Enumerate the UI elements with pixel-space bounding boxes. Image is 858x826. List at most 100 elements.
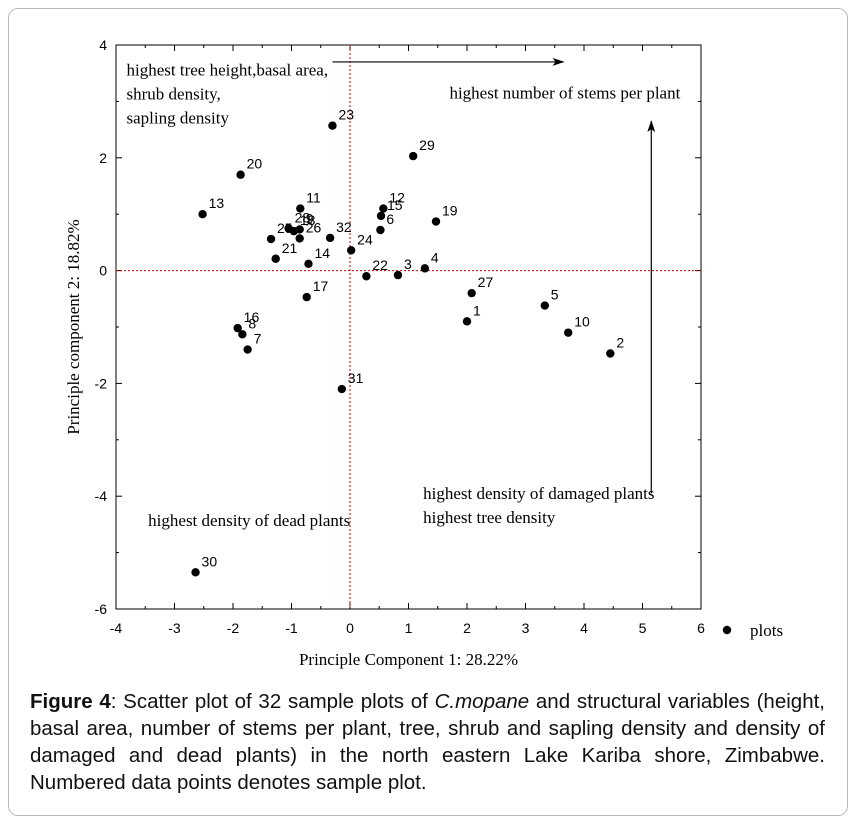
annotation-text: highest tree density <box>423 508 556 527</box>
point-label: 27 <box>478 274 494 290</box>
y-axis-label: Principle component 2: 18.82% <box>64 219 83 434</box>
point-label: 16 <box>244 309 260 325</box>
data-point <box>266 234 276 244</box>
point-label: 1 <box>473 302 481 318</box>
x-tick-label: 0 <box>346 620 354 636</box>
point-label: 5 <box>551 287 559 303</box>
data-point <box>431 217 441 226</box>
annotation-text: sapling density <box>127 108 230 127</box>
y-tick-label: 4 <box>99 37 107 53</box>
point-label: 17 <box>313 278 329 294</box>
annotations: highest tree height,basal area, shrub den… <box>127 57 681 530</box>
data-point <box>243 345 252 354</box>
annotation-text: highest density of dead plants <box>148 511 350 530</box>
data-point <box>376 211 386 221</box>
point-label: 23 <box>338 107 354 123</box>
x-tick-label: 1 <box>405 620 413 636</box>
point-label: 2 <box>616 335 624 351</box>
data-point <box>420 264 430 273</box>
y-tick-label: -2 <box>95 375 108 391</box>
data-point <box>198 210 207 219</box>
data-point <box>325 233 335 243</box>
point-label: 11 <box>306 190 321 206</box>
x-tick-label: 5 <box>639 620 647 636</box>
point-label: 26 <box>306 219 322 235</box>
data-point <box>462 317 472 326</box>
x-tick-label: 3 <box>522 620 530 636</box>
point-label: 9 <box>306 210 314 226</box>
point-label: 28 <box>295 209 311 225</box>
figure-frame <box>8 8 848 816</box>
y-tick-label: -6 <box>95 601 108 617</box>
data-point <box>238 330 247 339</box>
data-point <box>284 224 293 233</box>
figure-caption: Figure 4: Scatter plot of 32 sample plot… <box>30 688 825 796</box>
data-point <box>271 254 280 263</box>
point-label: 32 <box>336 219 352 235</box>
x-tick-label: 6 <box>697 620 705 636</box>
x-tick-label: -1 <box>285 620 298 636</box>
point-label: 3 <box>404 256 412 272</box>
annotation-text: highest density of damaged plants <box>423 484 654 503</box>
x-tick-label: 4 <box>580 620 588 636</box>
point-label: 4 <box>431 249 439 265</box>
point-label: 8 <box>248 315 256 331</box>
data-point <box>328 121 337 130</box>
x-tick-label: -4 <box>110 620 123 636</box>
legend: plots <box>722 621 783 640</box>
point-label: 31 <box>348 370 364 386</box>
data-point <box>295 234 304 243</box>
point-label: 19 <box>442 203 458 219</box>
data-point <box>337 384 347 394</box>
y-tick-label: 0 <box>99 263 107 279</box>
y-tick-label: 2 <box>99 150 107 166</box>
annotation-text: highest tree height,basal area, <box>127 60 329 79</box>
data-point <box>191 568 200 577</box>
data-point <box>236 170 245 179</box>
point-label: 20 <box>247 156 263 172</box>
y-tick-label: -4 <box>95 488 108 504</box>
point-label: 21 <box>282 240 298 256</box>
data-point <box>346 246 356 255</box>
data-point <box>302 292 311 302</box>
annotation-text: highest number of stems per plant <box>449 84 680 103</box>
x-axis-label: Principle Component 1: 28.22% <box>299 650 518 669</box>
data-point <box>362 272 371 281</box>
annotation-text: shrub density, <box>127 84 221 103</box>
data-point <box>296 204 305 213</box>
point-label: 24 <box>357 231 373 247</box>
point-label: 14 <box>314 245 330 261</box>
figure-label: Figure 4 <box>30 690 111 713</box>
data-point <box>408 151 418 161</box>
data-point <box>393 270 403 280</box>
reference-lines <box>116 45 701 609</box>
point-label: 15 <box>387 197 403 213</box>
x-tick-label: -2 <box>227 620 240 636</box>
data-point <box>540 301 550 310</box>
caption-text-after: and structural variables (height, basal … <box>30 690 825 794</box>
data-point <box>379 204 388 213</box>
data-point <box>304 259 313 269</box>
legend-label: plots <box>750 621 783 640</box>
point-label: 29 <box>419 137 435 153</box>
x-tick-label: 2 <box>463 620 471 636</box>
point-label: 6 <box>386 211 394 227</box>
caption-text-before: : Scatter plot of 32 sample plots of <box>110 690 435 713</box>
point-label: 12 <box>389 190 405 206</box>
data-point <box>376 225 385 235</box>
data-point <box>233 323 242 333</box>
data-point <box>606 349 615 358</box>
data-point <box>564 328 573 337</box>
x-tick-label: -3 <box>168 620 181 636</box>
point-label: 7 <box>254 331 262 347</box>
point-label: 18 <box>300 212 316 228</box>
data-point <box>467 288 476 298</box>
point-label: 13 <box>209 195 225 211</box>
point-label: 30 <box>202 553 218 569</box>
legend-marker <box>722 625 732 635</box>
caption-species: C.mopane <box>434 690 530 713</box>
point-label: 22 <box>372 257 388 273</box>
